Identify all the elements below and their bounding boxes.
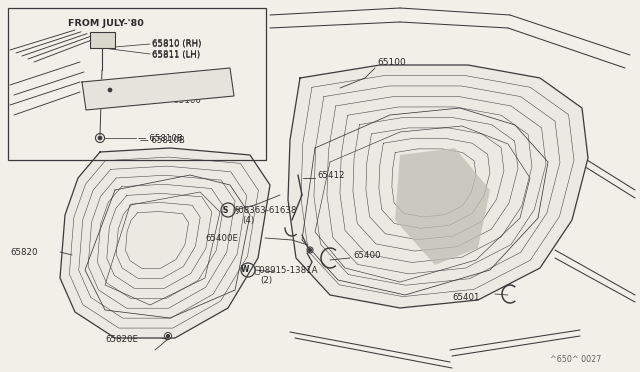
Bar [8,8,266,160]
Bar [90,32,115,48]
Text: W: W [241,266,249,275]
Text: — 65810B: — 65810B [140,135,185,144]
Circle shape [98,136,102,140]
Polygon shape [60,148,270,338]
Text: 65100: 65100 [377,58,406,67]
Circle shape [108,88,112,92]
Text: 65811 (LH): 65811 (LH) [152,51,200,60]
Polygon shape [82,68,234,110]
Text: §08363-61638: §08363-61638 [235,205,298,215]
Polygon shape [288,65,588,308]
Text: FROM JULY-'80: FROM JULY-'80 [68,19,144,28]
Text: S: S [222,205,228,215]
Text: 65400E: 65400E [205,234,238,243]
Text: — 65810B: — 65810B [138,134,183,142]
Polygon shape [395,148,490,265]
Text: 65811 (LH): 65811 (LH) [152,49,200,58]
Text: — 65100: — 65100 [162,96,201,105]
Text: 65810 (RH): 65810 (RH) [152,39,202,48]
Circle shape [308,248,312,251]
Text: (4): (4) [242,215,254,224]
Text: 65810 (RH): 65810 (RH) [152,38,202,48]
Text: (2): (2) [260,276,272,285]
Text: 65400: 65400 [353,251,381,260]
Text: ^650^ 0027: ^650^ 0027 [550,356,602,365]
Text: 65412: 65412 [317,170,344,180]
Text: 65820: 65820 [10,247,38,257]
Text: — 65100: — 65100 [152,86,191,94]
Text: 65401: 65401 [452,294,479,302]
Text: 65820E: 65820E [105,336,138,344]
Circle shape [166,334,170,337]
Text: Ⓦ08915-1381A: Ⓦ08915-1381A [255,266,319,275]
